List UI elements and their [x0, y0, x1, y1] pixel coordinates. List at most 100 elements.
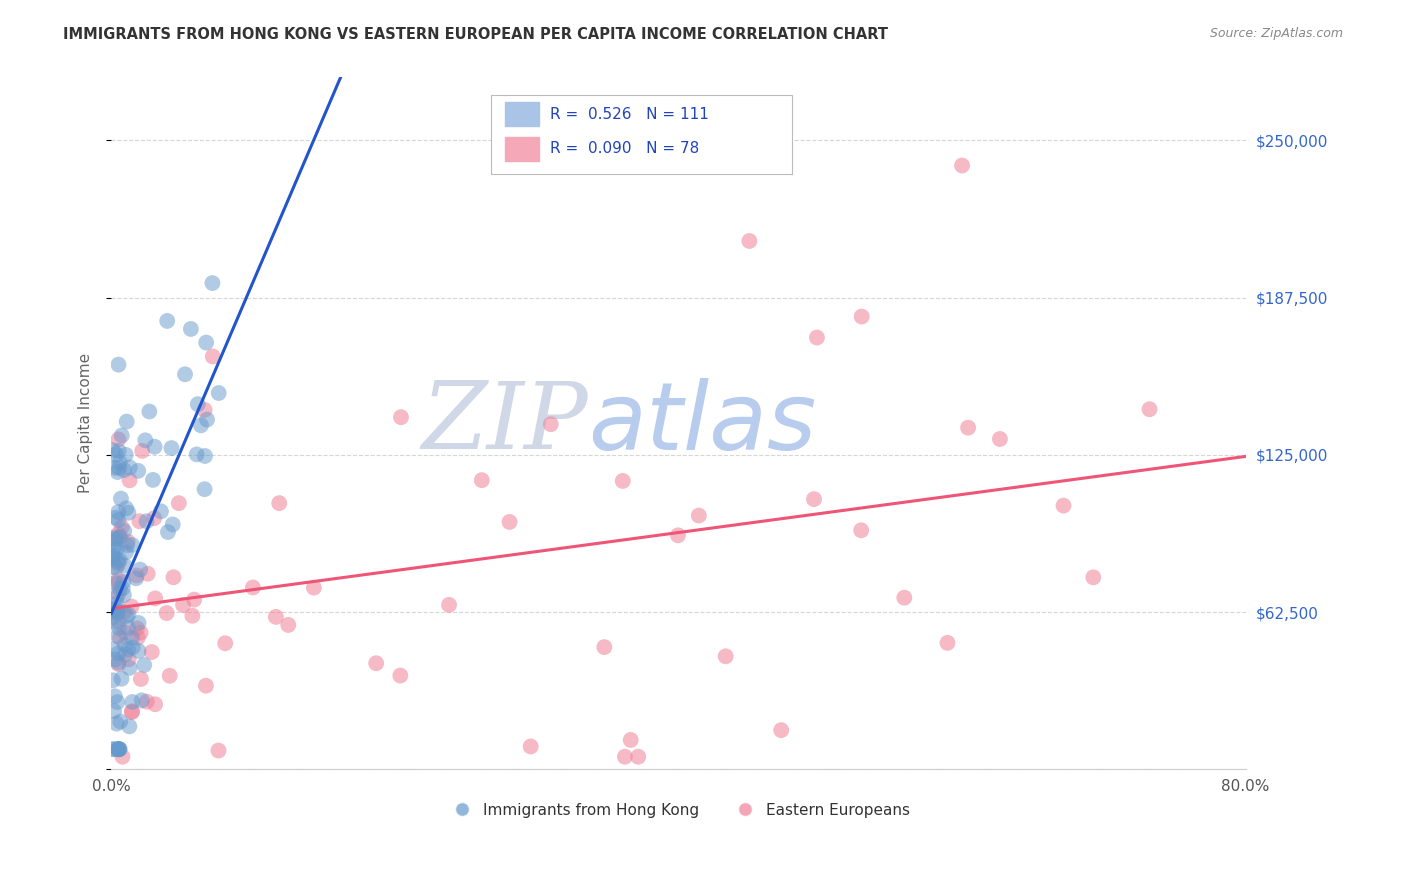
Point — [103, 704, 125, 718]
Point — [107, 742, 129, 756]
Point — [104, 534, 127, 549]
Point — [498, 515, 520, 529]
Point — [101, 549, 124, 564]
Point — [104, 652, 127, 666]
Point — [117, 642, 139, 657]
Point — [389, 668, 412, 682]
Point — [103, 549, 125, 563]
Point — [103, 541, 125, 556]
Point — [101, 603, 124, 617]
Point — [471, 473, 494, 487]
Point — [107, 656, 129, 670]
Point — [107, 742, 129, 756]
Point — [180, 322, 202, 336]
Point — [957, 420, 980, 434]
Point — [107, 433, 129, 447]
Point — [849, 524, 872, 538]
Point — [105, 597, 128, 611]
Point — [121, 704, 143, 718]
Point — [806, 330, 828, 344]
Point — [194, 679, 217, 693]
Point — [183, 592, 205, 607]
Point — [181, 608, 204, 623]
Point — [117, 621, 139, 635]
Point — [277, 618, 299, 632]
Point — [107, 513, 129, 527]
Point — [114, 448, 136, 462]
Point — [110, 672, 132, 686]
Point — [117, 607, 139, 622]
Point — [108, 742, 131, 756]
Point — [105, 605, 128, 619]
Point — [593, 640, 616, 654]
Text: atlas: atlas — [588, 378, 815, 469]
Point — [121, 631, 143, 645]
Point — [107, 465, 129, 479]
Point — [108, 553, 131, 567]
Point — [118, 473, 141, 487]
Point — [770, 723, 793, 738]
Text: ZIP: ZIP — [422, 378, 588, 468]
Point — [129, 563, 152, 577]
Point — [174, 368, 197, 382]
Point — [135, 695, 157, 709]
Point — [105, 716, 128, 731]
Point — [108, 530, 131, 544]
Point — [107, 505, 129, 519]
Point — [159, 669, 181, 683]
Point — [136, 566, 159, 581]
Point — [112, 588, 135, 602]
Point — [111, 749, 134, 764]
Point — [264, 610, 287, 624]
Point — [107, 576, 129, 591]
Point — [107, 629, 129, 643]
Point — [101, 560, 124, 574]
Text: R =  0.090   N = 78: R = 0.090 N = 78 — [550, 141, 700, 156]
Point — [893, 591, 915, 605]
Point — [108, 742, 131, 756]
Point — [108, 582, 131, 596]
FancyBboxPatch shape — [505, 102, 538, 126]
Point — [101, 642, 124, 657]
Point — [115, 501, 138, 516]
Point — [115, 545, 138, 559]
Point — [125, 571, 148, 585]
Point — [103, 615, 125, 629]
Point — [112, 605, 135, 619]
Point — [738, 234, 761, 248]
Point — [167, 496, 190, 510]
Point — [194, 449, 217, 463]
Point — [131, 693, 153, 707]
Point — [103, 605, 125, 619]
Point — [135, 514, 157, 528]
Point — [131, 443, 153, 458]
Point — [269, 496, 291, 510]
Point — [128, 615, 150, 630]
Point — [105, 448, 128, 462]
Point — [121, 538, 143, 552]
Point — [104, 601, 127, 615]
Point — [125, 621, 148, 635]
Point — [302, 581, 325, 595]
Point — [141, 645, 163, 659]
Point — [108, 455, 131, 469]
Point — [160, 441, 183, 455]
Point — [107, 531, 129, 545]
Point — [127, 464, 149, 478]
Point — [214, 636, 236, 650]
Point — [118, 661, 141, 675]
Point — [108, 631, 131, 645]
Point — [107, 742, 129, 756]
Point — [172, 598, 194, 612]
Point — [389, 410, 412, 425]
Point — [128, 644, 150, 658]
Point — [620, 733, 643, 747]
Point — [108, 461, 131, 475]
Point — [111, 428, 134, 442]
Point — [110, 714, 132, 729]
Point — [129, 672, 152, 686]
Point — [936, 636, 959, 650]
FancyBboxPatch shape — [491, 95, 792, 174]
Point — [105, 560, 128, 574]
Point — [143, 591, 166, 606]
